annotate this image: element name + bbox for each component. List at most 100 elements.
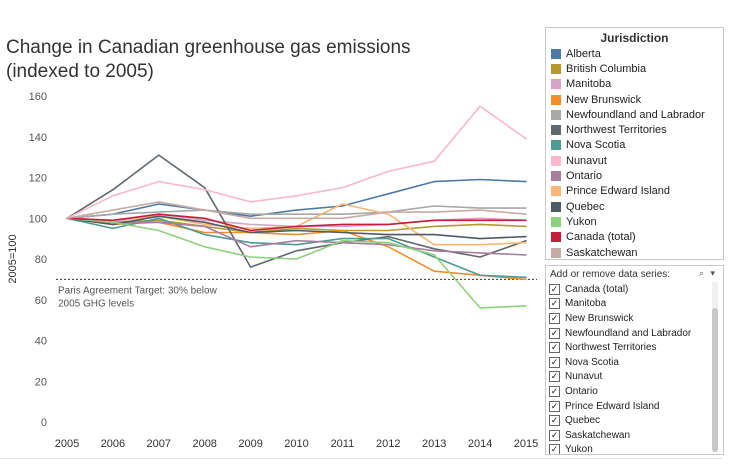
filter-item[interactable]: ✓ New Brunswick: [549, 311, 709, 326]
legend-label: Saskatchewan: [566, 246, 638, 259]
series-line-nunavut: [66, 105, 527, 220]
legend-swatch: [551, 201, 561, 212]
filter-item[interactable]: ✓ Northwest Territories: [549, 340, 709, 355]
scrollbar-thumb[interactable]: [712, 308, 718, 452]
filter-tools: ⌕ ▾: [699, 268, 715, 279]
filter-item-label: Northwest Territories: [565, 342, 657, 354]
jurisdiction-legend: Jurisdiction Alberta British Columbia Mani…: [545, 27, 724, 260]
legend-label: Ontario: [566, 170, 603, 183]
x-tick-label: 2010: [284, 438, 308, 450]
y-tick-label: 120: [29, 173, 47, 185]
checkbox[interactable]: ✓: [549, 327, 560, 339]
legend-swatch: [551, 79, 561, 90]
legend-swatch: [551, 155, 561, 166]
checkbox[interactable]: ✓: [549, 298, 560, 310]
x-tick-label: 2014: [468, 438, 492, 450]
x-tick-label: 2009: [238, 438, 262, 450]
y-tick-label: 60: [35, 295, 47, 307]
chart-title-line2: (indexed to 2005): [6, 61, 154, 82]
legend-item[interactable]: Manitoba: [546, 77, 723, 92]
legend-item[interactable]: Yukon: [546, 214, 723, 229]
filter-item[interactable]: ✓ Saskatchewan: [549, 428, 709, 443]
legend-swatch: [551, 171, 561, 182]
checkbox[interactable]: ✓: [549, 312, 560, 324]
series-line-ontario: [66, 217, 527, 256]
checkbox[interactable]: ✓: [549, 400, 560, 412]
legend-item[interactable]: Prince Edward Island: [546, 184, 723, 199]
checkbox[interactable]: ✓: [549, 444, 560, 455]
filter-item[interactable]: ✓ Yukon: [549, 443, 709, 455]
filter-item[interactable]: ✓ Nova Scotia: [549, 355, 709, 370]
legend-item[interactable]: New Brunswick: [546, 92, 723, 107]
legend-label: Quebec: [566, 200, 605, 213]
y-tick-label: 40: [35, 336, 47, 348]
filter-title-text: Add or remove data series:: [550, 269, 671, 280]
legend-swatch: [551, 140, 561, 151]
series-filter: Add or remove data series: ⌕ ▾ ✓ Canada (…: [545, 265, 724, 455]
legend-item[interactable]: Saskatchewan: [546, 245, 723, 260]
filter-item-label: Nunavut: [565, 371, 603, 383]
legend-label: New Brunswick: [566, 93, 642, 106]
x-tick-label: 2011: [331, 438, 355, 450]
chart-title-line1: Change in Canadian greenhouse gas emissi…: [6, 37, 411, 58]
x-tick-label: 2007: [147, 438, 171, 450]
legend-item[interactable]: Alberta: [546, 46, 723, 61]
y-tick-label: 140: [29, 132, 47, 144]
legend-item[interactable]: Newfoundland and Labrador: [546, 107, 723, 122]
bottom-divider: [0, 458, 722, 459]
checkbox[interactable]: ✓: [549, 283, 560, 295]
y-tick-label: 160: [29, 91, 47, 103]
filter-item[interactable]: ✓ Manitoba: [549, 297, 709, 312]
legend-label: Prince Edward Island: [566, 185, 670, 198]
chart-title: Change in Canadian greenhouse gas emissi…: [6, 36, 426, 84]
x-tick-label: 2013: [422, 438, 446, 450]
legend-label: Manitoba: [566, 78, 612, 91]
filter-item[interactable]: ✓ Ontario: [549, 384, 709, 399]
filter-item[interactable]: ✓ Canada (total): [549, 282, 709, 297]
series-line-newfoundland-and-labrador: [66, 205, 527, 220]
x-tick-label: 2005: [55, 438, 79, 450]
checkbox[interactable]: ✓: [549, 342, 560, 354]
series-line-quebec: [66, 215, 527, 240]
checkbox[interactable]: ✓: [549, 371, 560, 383]
checkbox[interactable]: ✓: [549, 429, 560, 441]
filter-item[interactable]: ✓ Prince Edward Island: [549, 399, 709, 414]
legend-swatch: [551, 109, 561, 120]
legend-item[interactable]: Ontario: [546, 168, 723, 183]
legend-label: Nova Scotia: [566, 139, 626, 152]
filter-item[interactable]: ✓ Newfoundland and Labrador: [549, 326, 709, 341]
legend-item[interactable]: Nova Scotia: [546, 138, 723, 153]
legend-swatch: [551, 48, 561, 59]
checkbox[interactable]: ✓: [549, 385, 560, 397]
filter-item-label: Canada (total): [565, 283, 629, 295]
legend-label: British Columbia: [566, 62, 647, 75]
legend-item[interactable]: British Columbia: [546, 61, 723, 76]
filter-item[interactable]: ✓ Nunavut: [549, 370, 709, 385]
search-icon[interactable]: ⌕: [698, 268, 704, 278]
legend-item[interactable]: Canada (total): [546, 230, 723, 245]
legend-title: Jurisdiction: [600, 31, 669, 45]
line-chart: 2005=100 0 20 40 60 80 100 120 140 160 2005 2006 200…: [7, 91, 538, 450]
filter-item-label: Ontario: [565, 385, 598, 397]
x-tick-label: 2006: [101, 438, 125, 450]
series-line-canada-total: [66, 213, 527, 232]
legend-label: Newfoundland and Labrador: [566, 108, 705, 121]
filter-title: Add or remove data series: ⌕ ▾: [546, 266, 723, 282]
y-tick-label: 80: [35, 254, 47, 266]
checkbox[interactable]: ✓: [549, 415, 560, 427]
legend-item[interactable]: Quebec: [546, 199, 723, 214]
legend-swatch: [551, 125, 561, 136]
legend-item[interactable]: Northwest Territories: [546, 122, 723, 137]
legend-label: Alberta: [566, 47, 601, 60]
x-tick-label: 2015: [514, 438, 538, 450]
target-label-line1: Paris Agreement Target: 30% below: [58, 285, 218, 296]
filter-item-label: Saskatchewan: [565, 429, 631, 441]
y-tick-label: 100: [29, 213, 47, 225]
series-line-yukon: [66, 217, 527, 309]
legend-item[interactable]: Nunavut: [546, 153, 723, 168]
checkbox[interactable]: ✓: [549, 356, 560, 368]
y-axis-label: 2005=100: [7, 234, 19, 283]
chevron-down-icon[interactable]: ▾: [710, 268, 715, 278]
filter-item-label: Prince Edward Island: [565, 400, 660, 412]
filter-item[interactable]: ✓ Quebec: [549, 413, 709, 428]
